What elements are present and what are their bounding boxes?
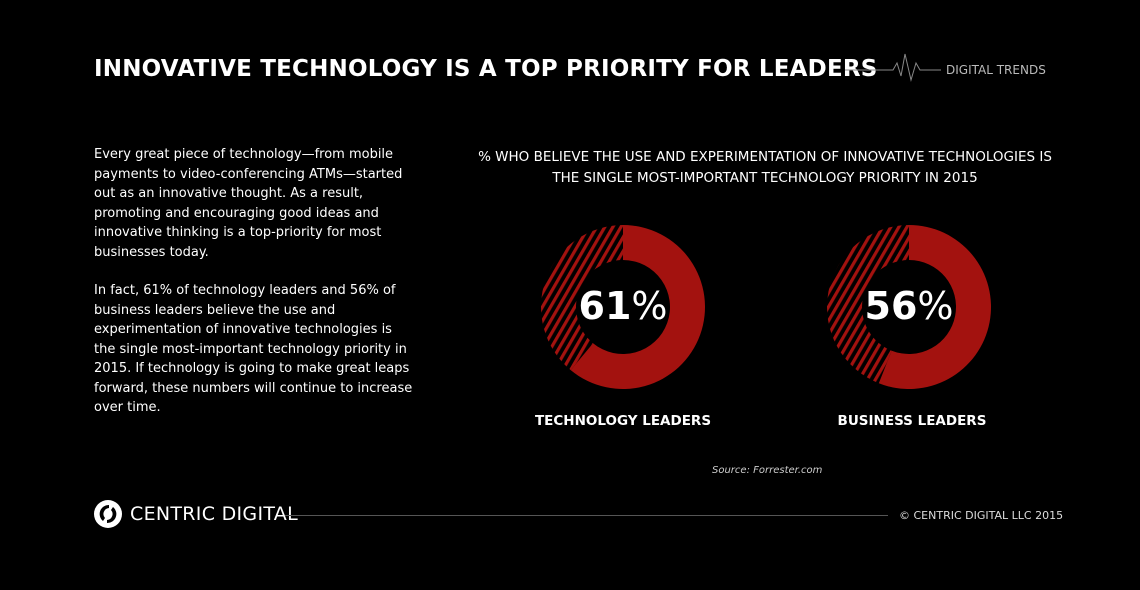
section-tag: DIGITAL TRENDS xyxy=(946,63,1046,77)
brand-logo: CENTRIC DIGITAL xyxy=(94,500,298,528)
donut-value-segment xyxy=(570,225,705,389)
category-label: TECHNOLOGY LEADERS xyxy=(534,413,712,429)
category-label: BUSINESS LEADERS xyxy=(837,413,987,429)
paragraph: In fact, 61% of technology leaders and 5… xyxy=(94,283,413,415)
pulse-line-icon xyxy=(845,53,941,82)
page-title: INNOVATIVE TECHNOLOGY IS A TOP PRIORITY … xyxy=(94,56,878,82)
percent-label: 61% xyxy=(578,284,668,328)
paragraph: Every great piece of technology—from mob… xyxy=(94,147,403,260)
donut-remainder-segment xyxy=(541,225,623,371)
donut-chart-technology-leaders xyxy=(541,225,705,389)
body-text: Every great piece of technology—from mob… xyxy=(94,145,414,437)
donut-remainder-segment xyxy=(827,225,909,384)
source-note: Source: Forrester.com xyxy=(712,465,823,476)
brand-name: CENTRIC DIGITAL xyxy=(130,503,298,525)
footer-divider xyxy=(285,515,888,516)
centric-logo-icon xyxy=(94,500,122,528)
copyright: © CENTRIC DIGITAL LLC 2015 xyxy=(899,509,1064,522)
donut-chart-business-leaders xyxy=(827,225,991,389)
donut-value-segment xyxy=(878,225,991,389)
percent-label: 56% xyxy=(864,284,954,328)
chart-title: % WHO BELIEVE THE USE AND EXPERIMENTATIO… xyxy=(478,149,1052,186)
